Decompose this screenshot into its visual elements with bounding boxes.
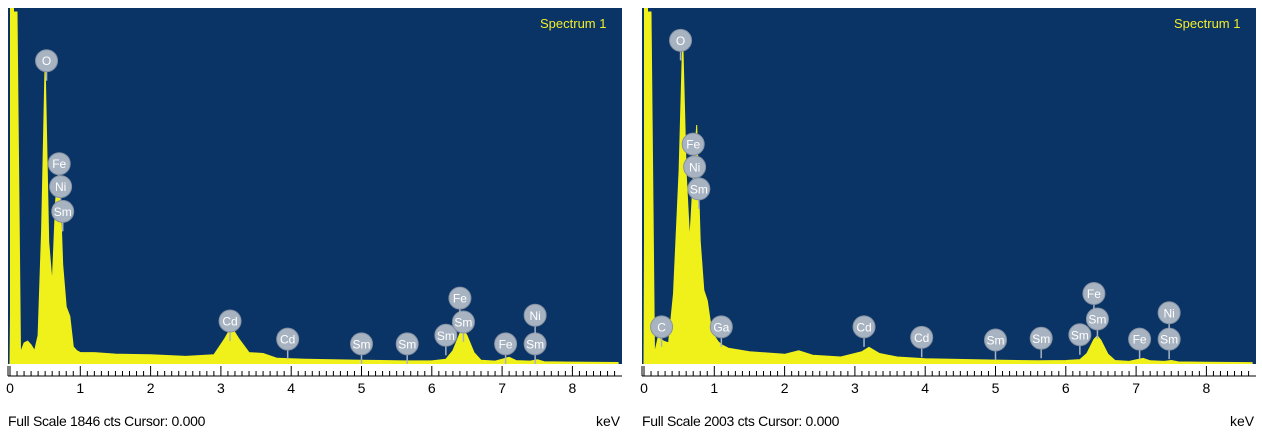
full-scale-readout: Full Scale 1846 cts Cursor: 0.000: [8, 413, 206, 429]
peak-label-sm: Sm: [523, 332, 547, 364]
x-tick-label: 1: [76, 380, 84, 396]
peak-label-text: Cd: [914, 331, 929, 345]
x-tick-label: 0: [640, 380, 648, 396]
peak-label-text: Sm: [1071, 328, 1089, 342]
peak-label-sm: Sm: [350, 332, 373, 364]
peak-label-fe: Fe: [1128, 327, 1152, 360]
peak-label-text: Sm: [54, 205, 72, 219]
x-axis-unit: keV: [1230, 413, 1255, 429]
peak-label-cd: Cd: [218, 309, 242, 342]
peak-label-text: Ni: [55, 180, 66, 194]
spectrum-chart: O Fe Ni Sm C Ga Cd Cd Sm Sm Sm Sm Fe Fe Sm Ni 0 1 2 3 4 5 6 7 8: [640, 8, 1256, 396]
peak-label-text: Sm: [454, 315, 472, 329]
peak-label-sm: Sm: [1068, 323, 1092, 355]
full-scale-readout: Full Scale 2003 cts Cursor: 0.000: [642, 413, 840, 429]
peak-label-text: Sm: [1088, 312, 1106, 326]
plot-area: [8, 8, 622, 364]
peak-label-fe: Fe: [47, 152, 71, 184]
x-tick-label: 2: [781, 380, 789, 396]
x-axis-unit: keV: [596, 413, 621, 429]
x-tick-label: 6: [1062, 380, 1070, 396]
plot-area: [642, 8, 1256, 364]
peak-label-fe: Fe: [1082, 281, 1106, 314]
peak-label-o: O: [35, 49, 59, 81]
peak-label-c: C: [650, 315, 674, 347]
peak-label-text: O: [676, 34, 685, 48]
peak-label-cd: Cd: [910, 325, 934, 358]
peak-label-sm: Sm: [687, 177, 711, 209]
peak-label-text: O: [42, 54, 51, 68]
peak-label-text: Cd: [280, 333, 295, 347]
peak-label-sm: Sm: [1157, 327, 1181, 360]
peak-label-ni: Ni: [523, 303, 547, 336]
peak-label-text: Fe: [453, 292, 467, 306]
peak-label-sm: Sm: [434, 323, 458, 356]
x-tick-label: 8: [569, 380, 577, 396]
peak-label-text: Sm: [987, 334, 1005, 348]
peak-label-sm: Sm: [51, 199, 75, 232]
x-tick-label: 2: [147, 380, 155, 396]
peak-label-text: Fe: [499, 337, 513, 351]
peak-label-text: Sm: [437, 329, 455, 343]
spectrum-title: Spectrum 1: [540, 16, 607, 31]
peak-label-o: O: [669, 28, 693, 61]
peak-label-ga: Ga: [709, 315, 733, 347]
peak-label-text: Sm: [1032, 332, 1050, 346]
peak-label-text: Fe: [686, 138, 700, 152]
x-tick-label: 7: [1132, 380, 1140, 396]
peak-label-fe: Fe: [448, 286, 472, 319]
peak-label-text: Sm: [398, 337, 416, 351]
peak-label-sm: Sm: [1085, 307, 1109, 339]
peak-label-fe: Fe: [494, 332, 518, 364]
peak-label-text: Fe: [1087, 287, 1101, 301]
peak-label-text: Cd: [222, 315, 237, 329]
x-tick-label: 7: [498, 380, 506, 396]
peak-label-text: Ni: [529, 309, 540, 323]
peak-label-text: Sm: [1160, 333, 1178, 347]
x-tick-label: 8: [1203, 380, 1211, 396]
peak-label-cd: Cd: [276, 327, 300, 360]
peak-label-text: Sm: [353, 337, 371, 351]
peak-label-sm: Sm: [395, 332, 419, 364]
x-tick-label: 5: [358, 380, 366, 396]
x-tick-label: 3: [851, 380, 859, 396]
x-tick-label: 4: [287, 380, 295, 396]
x-tick-label: 3: [217, 380, 225, 396]
peak-label-sm: Sm: [984, 328, 1007, 361]
spectrum-title: Spectrum 1: [1174, 16, 1241, 31]
x-tick-label: 4: [921, 380, 929, 396]
x-tick-label: 1: [710, 380, 718, 396]
peak-label-text: Ga: [713, 320, 729, 334]
spectrum-panel-right: O Fe Ni Sm C Ga Cd Cd Sm Sm Sm Sm Fe Fe Sm Ni 0 1 2 3 4 5 6 7 8 …: [634, 0, 1262, 434]
peak-label-text: Sm: [526, 337, 544, 351]
spectrum-panel-left: O Fe Ni Sm Cd Cd Sm Sm Sm Sm Fe Fe Sm Ni 0 1 2 3 4 5 6 7 8 Spe…: [0, 0, 628, 434]
peak-label-sm: Sm: [451, 310, 475, 342]
x-tick-label: 6: [428, 380, 436, 396]
peak-label-text: Cd: [856, 320, 871, 334]
peak-label-sm: Sm: [1029, 326, 1053, 359]
peak-label-text: Ni: [689, 160, 700, 174]
peak-label-text: Ni: [1163, 306, 1174, 320]
peak-label-text: C: [657, 320, 666, 334]
peak-label-text: Fe: [1133, 333, 1147, 347]
peak-label-cd: Cd: [852, 315, 876, 347]
peak-label-text: Sm: [690, 182, 708, 196]
peak-label-text: Fe: [52, 157, 66, 171]
x-tick-label: 0: [6, 380, 14, 396]
peak-label-ni: Ni: [1157, 301, 1181, 333]
x-tick-label: 5: [992, 380, 1000, 396]
